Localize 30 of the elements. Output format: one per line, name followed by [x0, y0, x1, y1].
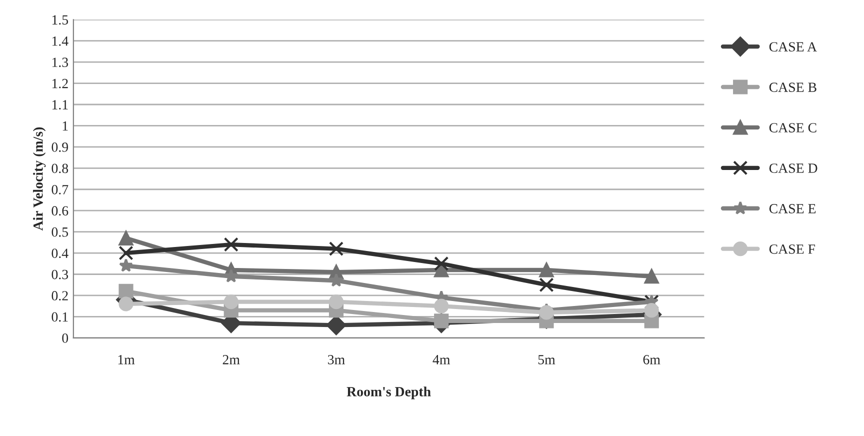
y-tick-label: 1.3 — [52, 58, 68, 68]
x-axis-title: Room's Depth — [346, 386, 431, 400]
y-tick-label: 0.7 — [52, 184, 68, 194]
y-axis-title: Air Velocity (m/s) — [33, 127, 46, 231]
y-tick-label: 0.3 — [52, 270, 68, 280]
y-tick-label: 1.4 — [52, 36, 68, 46]
x-tick-label: 6m — [643, 355, 660, 364]
x-tick-label: 4m — [432, 355, 450, 364]
x-tick-label: 5m — [538, 355, 556, 364]
y-tick-label: 1 — [62, 121, 68, 131]
y-tick-label: 0.6 — [52, 206, 68, 216]
y-tick-label: 0.5 — [52, 227, 68, 237]
legend-label: CASE D — [769, 164, 818, 173]
legend-label: CASE E — [769, 204, 816, 214]
y-tick-label: 0.8 — [52, 164, 68, 174]
y-tick-label: 1.1 — [52, 100, 68, 110]
y-tick-label: 1.2 — [52, 78, 68, 88]
x-tick-label: 1m — [118, 355, 135, 364]
y-tick-label: 1.5 — [52, 15, 68, 25]
legend-label: CASE C — [769, 123, 816, 132]
y-tick-label: 0.2 — [52, 291, 68, 300]
y-tick-label: 0.9 — [52, 142, 68, 152]
legend-label: CASE B — [769, 82, 816, 92]
legend-label: CASE A — [769, 42, 817, 52]
y-tick-label: 0.4 — [52, 248, 68, 258]
x-tick-label: 3m — [328, 355, 345, 364]
legend-label: CASE F — [769, 244, 815, 254]
x-tick-label: 2m — [222, 355, 240, 364]
y-tick-label: 0.1 — [52, 312, 68, 322]
y-tick-label: 0 — [62, 333, 68, 343]
